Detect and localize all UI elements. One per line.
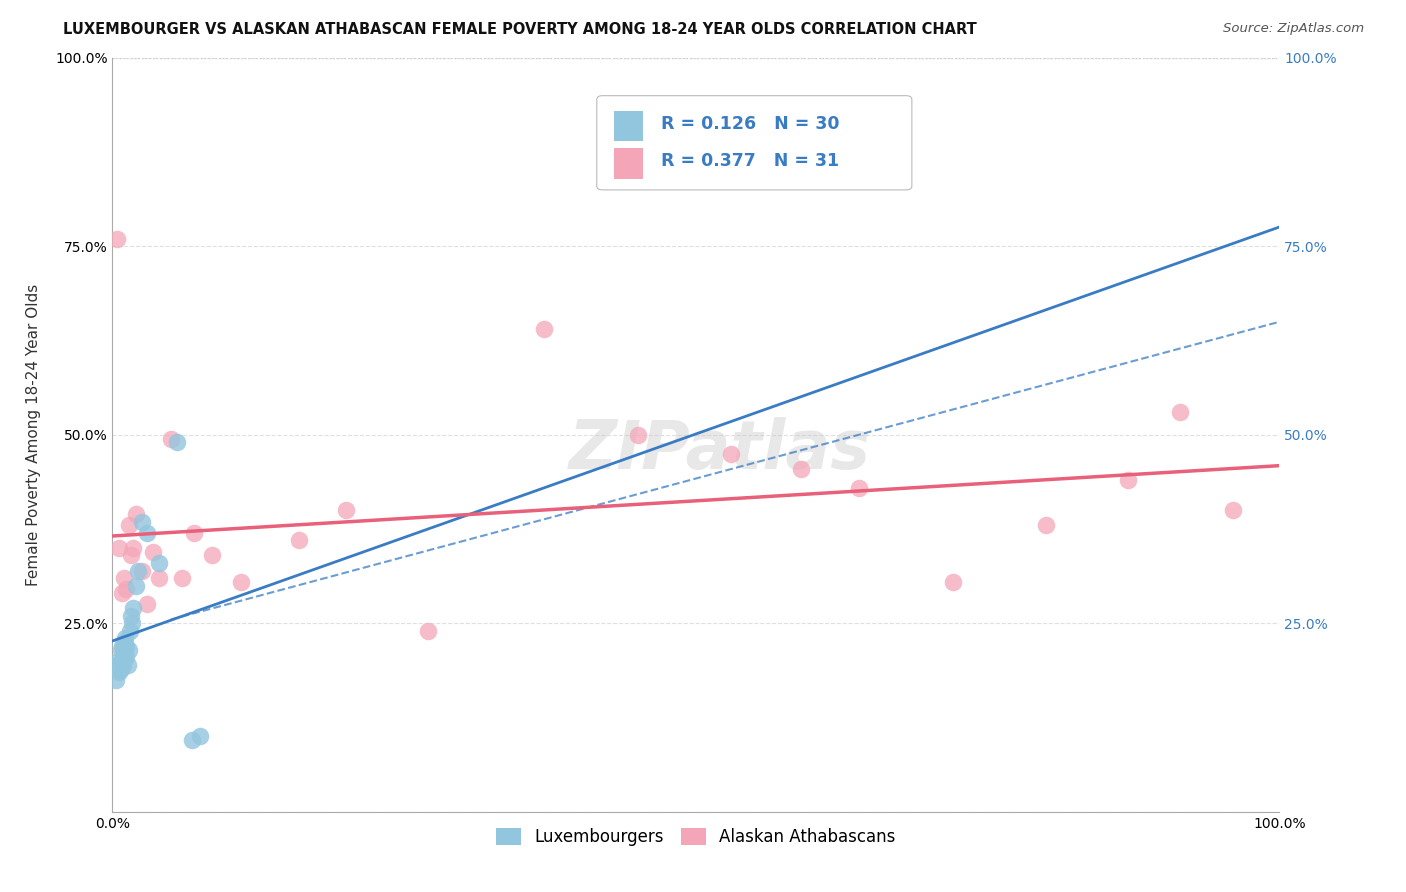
Point	[111, 657, 134, 672]
Text: Source: ZipAtlas.com: Source: ZipAtlas.com	[1223, 22, 1364, 36]
Point	[114, 642, 136, 657]
Point	[122, 601, 145, 615]
Point	[110, 661, 132, 675]
Point	[108, 665, 131, 680]
Point	[148, 571, 170, 585]
Point	[120, 608, 142, 623]
Point	[942, 574, 965, 589]
Point	[188, 730, 211, 744]
Point	[120, 549, 142, 563]
Point	[1168, 405, 1191, 419]
Point	[105, 657, 128, 672]
Point	[111, 586, 134, 600]
Point	[110, 642, 132, 657]
Point	[108, 541, 131, 555]
Point	[180, 733, 202, 747]
Y-axis label: Female Poverty Among 18-24 Year Olds: Female Poverty Among 18-24 Year Olds	[27, 284, 41, 586]
Point	[107, 654, 129, 668]
Point	[117, 657, 139, 672]
Point	[416, 624, 439, 638]
Point	[115, 650, 138, 665]
Point	[118, 624, 141, 638]
FancyBboxPatch shape	[596, 95, 912, 190]
Point	[790, 462, 813, 476]
Legend: Luxembourgers, Alaskan Athabascans: Luxembourgers, Alaskan Athabascans	[489, 821, 903, 853]
Point	[122, 541, 145, 555]
Bar	[614, 148, 644, 178]
Point	[533, 322, 555, 336]
Point	[183, 525, 205, 540]
Point	[121, 616, 143, 631]
Point	[1035, 518, 1057, 533]
Point	[111, 647, 134, 661]
Point	[112, 571, 135, 585]
Point	[118, 518, 141, 533]
Point	[125, 507, 148, 521]
Point	[105, 232, 128, 246]
Point	[127, 564, 149, 578]
Point	[136, 598, 159, 612]
Point	[848, 481, 870, 495]
Text: R = 0.126   N = 30: R = 0.126 N = 30	[661, 114, 839, 133]
Point	[1116, 473, 1139, 487]
Point	[288, 533, 311, 548]
Point	[172, 571, 194, 585]
Text: LUXEMBOURGER VS ALASKAN ATHABASCAN FEMALE POVERTY AMONG 18-24 YEAR OLDS CORRELAT: LUXEMBOURGER VS ALASKAN ATHABASCAN FEMAL…	[63, 22, 977, 37]
Point	[125, 578, 148, 592]
Point	[229, 574, 252, 589]
Point	[166, 435, 188, 450]
Point	[104, 673, 127, 687]
Point	[160, 432, 183, 446]
Point	[118, 642, 141, 657]
Point	[720, 447, 742, 461]
Point	[136, 525, 159, 540]
Point	[148, 556, 170, 570]
Bar	[614, 111, 644, 141]
Text: R = 0.377   N = 31: R = 0.377 N = 31	[661, 153, 839, 170]
Point	[627, 427, 650, 442]
Point	[131, 515, 153, 529]
Point	[115, 639, 138, 653]
Point	[114, 632, 136, 646]
Point	[115, 582, 138, 597]
Point	[111, 639, 134, 653]
Point	[1222, 503, 1244, 517]
Point	[131, 564, 153, 578]
Point	[112, 635, 135, 649]
Point	[201, 549, 224, 563]
Point	[335, 503, 357, 517]
Point	[111, 654, 134, 668]
Point	[112, 650, 135, 665]
Text: ZIPatlas: ZIPatlas	[568, 417, 870, 483]
Point	[142, 544, 165, 558]
